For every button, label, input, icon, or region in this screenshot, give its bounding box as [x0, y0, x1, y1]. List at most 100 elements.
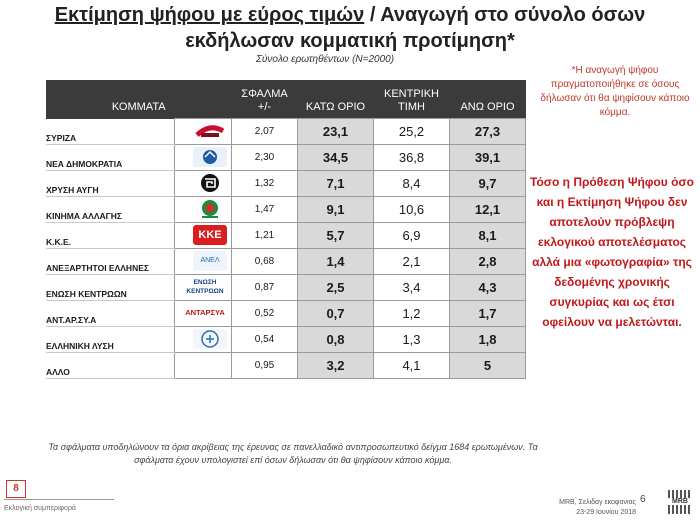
high-value: 39,1: [449, 143, 526, 171]
high-value: 1,8: [449, 325, 526, 353]
kinal-logo-cell: [174, 195, 232, 223]
table-row: ΑΛΛΟ 0,95 3,2 4,1 5: [46, 351, 526, 379]
low-value: 1,4: [297, 247, 374, 275]
title-line2: εκδήλωσαν κομματική προτίμηση*: [185, 30, 515, 52]
mid-value: 4,1: [373, 351, 450, 379]
low-value: 9,1: [297, 195, 374, 223]
error-value: 2,07: [231, 118, 298, 145]
low-value: 34,5: [297, 143, 374, 171]
nd-logo-icon: [193, 146, 227, 167]
party-name: ΚΙΝΗΜΑ ΑΛΛΑΓΗΣ: [46, 196, 175, 223]
page-number: 6: [640, 494, 646, 505]
mid-value: 6,9: [373, 221, 450, 249]
mrb-logo-text: MRB: [668, 498, 692, 505]
mid-value: 1,2: [373, 299, 450, 327]
mid-value: 1,3: [373, 325, 450, 353]
reduction-note: *Η αναγωγή ψήφου πραγματοποιήθηκε σε όσο…: [540, 65, 690, 118]
party-name: ΑΛΛΟ: [46, 352, 175, 379]
party-name: ΣΥΡΙΖΑ: [46, 118, 175, 145]
header-error: ΣΦΑΛΜΑ +/-: [231, 80, 298, 119]
low-value: 7,1: [297, 169, 374, 197]
high-value: 12,1: [449, 195, 526, 223]
mid-value: 36,8: [373, 143, 450, 171]
kke-logo-cell: ΚΚΕ: [174, 221, 232, 249]
xa-logo-cell: [174, 169, 232, 197]
study-info: MRB, Σελιδαγ εκοφανιας 23-29 Ιουνίου 201…: [540, 498, 636, 518]
meander-logo-icon: [193, 172, 227, 193]
antarsya-logo-icon: ΑΝΤΑΡΣΥΑ: [183, 302, 227, 323]
low-value: 2,5: [297, 273, 374, 301]
mid-value: 25,2: [373, 118, 450, 145]
ek-logo-cell: ΕΝΩΣΗ ΚΕΝΤΡΩΩΝ: [174, 273, 232, 301]
header-mid: ΚΕΝΤΡΙΚΗ ΤΙΜΗ: [373, 80, 450, 119]
study-date: 23-29 Ιουνίου 2018: [576, 509, 636, 516]
party-name: ΑΝΤ.ΑΡ.ΣΥ.Α: [46, 300, 175, 327]
table-row: ΑΝΤ.ΑΡ.ΣΥ.Α ΑΝΤΑΡΣΥΑ 0,52 0,7 1,2 1,7: [46, 299, 526, 327]
ek-logo-icon: ΕΝΩΣΗ ΚΕΝΤΡΩΩΝ: [183, 276, 227, 298]
anel-logo-cell: ΑΝΕΛ: [174, 247, 232, 275]
table-row: ΑΝΕΞΑΡΤΗΤΟΙ ΕΛΛΗΝΕΣ ΑΝΕΛ 0,68 1,4 2,1 2,…: [46, 247, 526, 275]
table-row: ΝΕΑ ΔΗΜΟΚΡΑΤΙΑ 2,30 34,5 36,8 39,1: [46, 143, 526, 171]
party-name: ΝΕΑ ΔΗΜΟΚΡΑΤΙΑ: [46, 144, 175, 171]
kinal-logo-icon: [193, 198, 227, 219]
syriza-logo-cell: [174, 118, 232, 145]
table-row: ΧΡΥΣΗ ΑΥΓΗ 1,32 7,1 8,4 9,7: [46, 169, 526, 197]
footer-divider: [4, 499, 114, 500]
table-row: Κ.Κ.Ε. ΚΚΕ 1,21 5,7 6,9 8,1: [46, 221, 526, 249]
high-value: 4,3: [449, 273, 526, 301]
high-value: 9,7: [449, 169, 526, 197]
study-name: MRB, Σελιδαγ εκοφανιας: [559, 499, 636, 506]
error-footnote: Τα σφάλματα υποδηλώνουν τα όρια ακρίβεια…: [48, 442, 538, 465]
error-value: 0,68: [231, 247, 298, 275]
high-value: 8,1: [449, 221, 526, 249]
error-value: 0,52: [231, 299, 298, 327]
high-value: 5: [449, 351, 526, 379]
high-value: 27,3: [449, 118, 526, 145]
header-party: ΚΟΜΜΑΤΑ: [46, 80, 232, 119]
nd-logo-cell: [174, 143, 232, 171]
error-value: 1,21: [231, 221, 298, 249]
kke-logo-icon: ΚΚΕ: [193, 224, 227, 245]
party-name: ΕΝΩΣΗ ΚΕΝΤΡΩΩΝ: [46, 274, 175, 301]
disclaimer-note: Τόσο η Πρόθεση Ψήφου όσο και η Εκτίμηση …: [530, 175, 694, 329]
el-logo-cell: [174, 325, 232, 353]
syriza-logo-icon: [193, 121, 227, 141]
mid-value: 8,4: [373, 169, 450, 197]
party-name: ΑΝΕΞΑΡΤΗΤΟΙ ΕΛΛΗΝΕΣ: [46, 248, 175, 275]
table-row: ΕΝΩΣΗ ΚΕΝΤΡΩΩΝ ΕΝΩΣΗ ΚΕΝΤΡΩΩΝ 0,87 2,5 3…: [46, 273, 526, 301]
table-row: ΚΙΝΗΜΑ ΑΛΛΑΓΗΣ 1,47 9,1 10,6 12,1: [46, 195, 526, 223]
table-header-row: ΚΟΜΜΑΤΑ ΣΦΑΛΜΑ +/- ΚΑΤΩ ΟΡΙΟ ΚΕΝΤΡΙΚΗ ΤΙ…: [46, 80, 526, 119]
party-name: Κ.Κ.Ε.: [46, 222, 175, 249]
party-name: ΧΡΥΣΗ ΑΥΓΗ: [46, 170, 175, 197]
error-value: 1,32: [231, 169, 298, 197]
title-part1: Εκτίμηση ψήφου με εύρος τιμών: [54, 4, 365, 26]
page-title: Εκτίμηση ψήφου με εύρος τιμών / Αναγωγή …: [0, 2, 700, 54]
mrb-logo-icon: MRB: [668, 490, 692, 514]
mid-value: 2,1: [373, 247, 450, 275]
el-logo-icon: [193, 328, 227, 349]
low-value: 0,7: [297, 299, 374, 327]
table-row: ΕΛΛΗΝΙΚΗ ΛΥΣΗ 0,54 0,8 1,3 1,8: [46, 325, 526, 353]
error-value: 1,47: [231, 195, 298, 223]
table-row: ΣΥΡΙΖΑ 2,07 23,1 25,2 27,3: [46, 118, 526, 145]
title-part2: / Αναγωγή στο σύνολο όσων: [364, 4, 646, 26]
section-label: Εκλογική συμπεριφορά: [4, 505, 76, 512]
party-name: ΕΛΛΗΝΙΚΗ ΛΥΣΗ: [46, 326, 175, 353]
low-value: 23,1: [297, 118, 374, 145]
error-value: 0,87: [231, 273, 298, 301]
results-table: ΚΟΜΜΑΤΑ ΣΦΑΛΜΑ +/- ΚΑΤΩ ΟΡΙΟ ΚΕΝΤΡΙΚΗ ΤΙ…: [46, 80, 526, 379]
sample-size-subtitle: Σύνολο ερωτηθέντων (N=2000): [255, 54, 395, 65]
slide-number-badge: 8: [6, 480, 26, 498]
error-value: 0,95: [231, 351, 298, 379]
low-value: 3,2: [297, 351, 374, 379]
header-high: ΑΝΩ ΟΡΙΟ: [449, 80, 526, 119]
antarsya-logo-cell: ΑΝΤΑΡΣΥΑ: [174, 299, 232, 327]
error-value: 0,54: [231, 325, 298, 353]
error-value: 2,30: [231, 143, 298, 171]
high-value: 2,8: [449, 247, 526, 275]
anel-logo-icon: ΑΝΕΛ: [193, 250, 227, 271]
high-value: 1,7: [449, 299, 526, 327]
low-value: 0,8: [297, 325, 374, 353]
other-logo-cell: [174, 351, 232, 379]
mid-value: 10,6: [373, 195, 450, 223]
